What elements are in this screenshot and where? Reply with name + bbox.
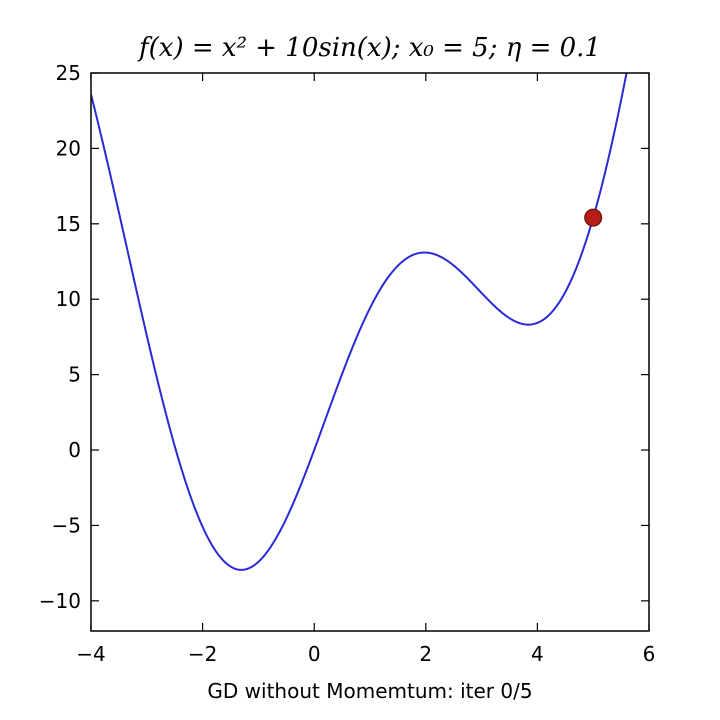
x-tick-label: −4 xyxy=(76,642,105,666)
x-axis-label: GD without Momemtum: iter 0/5 xyxy=(207,679,532,703)
y-tick-label: 5 xyxy=(68,363,81,387)
chart-title: f(x) = x² + 10sin(x); x₀ = 5; η = 0.1 xyxy=(137,33,601,63)
x-tick-label: −2 xyxy=(188,642,217,666)
y-tick-label: −10 xyxy=(39,589,81,613)
y-tick-label: 15 xyxy=(56,212,81,236)
x-tick-label: 0 xyxy=(308,642,321,666)
y-tick-label: −5 xyxy=(52,513,81,537)
y-tick-label: 25 xyxy=(56,61,81,85)
x-tick-label: 6 xyxy=(643,642,656,666)
x-tick-label: 4 xyxy=(531,642,544,666)
y-tick-label: 20 xyxy=(56,136,81,160)
y-tick-label: 10 xyxy=(56,287,81,311)
current-point-marker xyxy=(584,208,603,227)
y-tick-label: 0 xyxy=(68,438,81,462)
plot-frame xyxy=(90,72,650,632)
function-curve xyxy=(91,73,628,571)
x-tick-label: 2 xyxy=(419,642,432,666)
